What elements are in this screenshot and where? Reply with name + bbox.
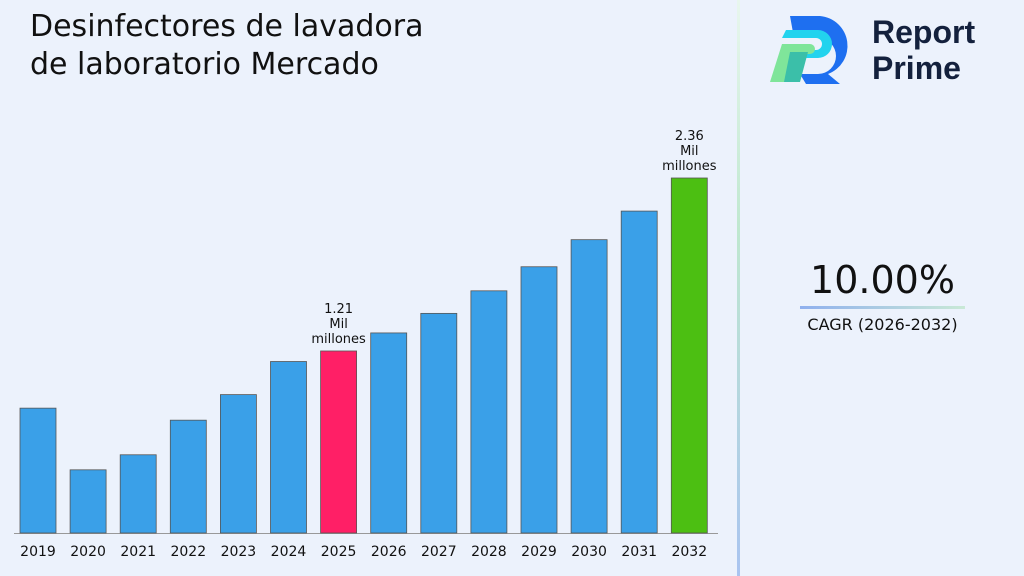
bar-2021 xyxy=(119,454,157,534)
x-tick-label-2028: 2028 xyxy=(471,544,507,560)
cagr-label: CAGR (2026-2032) xyxy=(807,315,958,334)
x-tick-label-2032: 2032 xyxy=(671,544,707,560)
data-label-2032: 2.36 xyxy=(675,129,704,144)
bar-2027 xyxy=(420,312,458,534)
cagr-panel: 10.00% CAGR (2026-2032) xyxy=(800,258,965,334)
x-tick-label-2019: 2019 xyxy=(20,544,56,560)
x-tick-label-2030: 2030 xyxy=(571,544,607,560)
x-tick-label-2021: 2021 xyxy=(120,544,156,560)
brand-line1: Report xyxy=(872,14,976,50)
x-tick-label-2022: 2022 xyxy=(170,544,206,560)
data-label-2025: 1.21 xyxy=(324,302,353,317)
x-tick-label-2026: 2026 xyxy=(371,544,407,560)
x-tick-label-2020: 2020 xyxy=(70,544,106,560)
bar-2023 xyxy=(219,394,257,534)
x-tick-label-2024: 2024 xyxy=(271,544,307,560)
x-tick-label-2025: 2025 xyxy=(321,544,357,560)
data-label-2025: millones xyxy=(311,332,366,347)
x-tick-label-2023: 2023 xyxy=(221,544,257,560)
bar-2030 xyxy=(570,239,608,534)
x-tick-label-2029: 2029 xyxy=(521,544,557,560)
x-tick-label-2031: 2031 xyxy=(621,544,657,560)
data-label-2025: Mil xyxy=(329,317,347,332)
bar-2019 xyxy=(19,407,57,534)
report-prime-logo-icon xyxy=(770,16,848,84)
bar-2025 xyxy=(320,350,358,534)
chart-title: Desinfectores de lavadora de laboratorio… xyxy=(30,9,424,82)
bar-2024 xyxy=(270,361,307,534)
bar-2029 xyxy=(520,266,558,534)
data-label-2032: millones xyxy=(662,159,717,174)
bar-chart: 2019 2020 2021 2022 2023 2024 20251.21Milmillo… xyxy=(14,129,718,560)
bar-2022 xyxy=(169,419,207,534)
brand-name: Report Prime xyxy=(872,14,975,86)
x-tick-label-2027: 2027 xyxy=(421,544,457,560)
brand-line2: Prime xyxy=(872,50,961,86)
bar-2026 xyxy=(370,332,408,534)
divider xyxy=(737,0,740,576)
bar-2031 xyxy=(620,210,658,534)
bar-2020 xyxy=(69,469,107,534)
cagr-value: 10.00% xyxy=(810,258,955,302)
cagr-underline xyxy=(800,306,965,309)
bar-2028 xyxy=(470,290,508,534)
data-label-2032: Mil xyxy=(680,144,698,159)
bar-2032 xyxy=(670,177,708,534)
